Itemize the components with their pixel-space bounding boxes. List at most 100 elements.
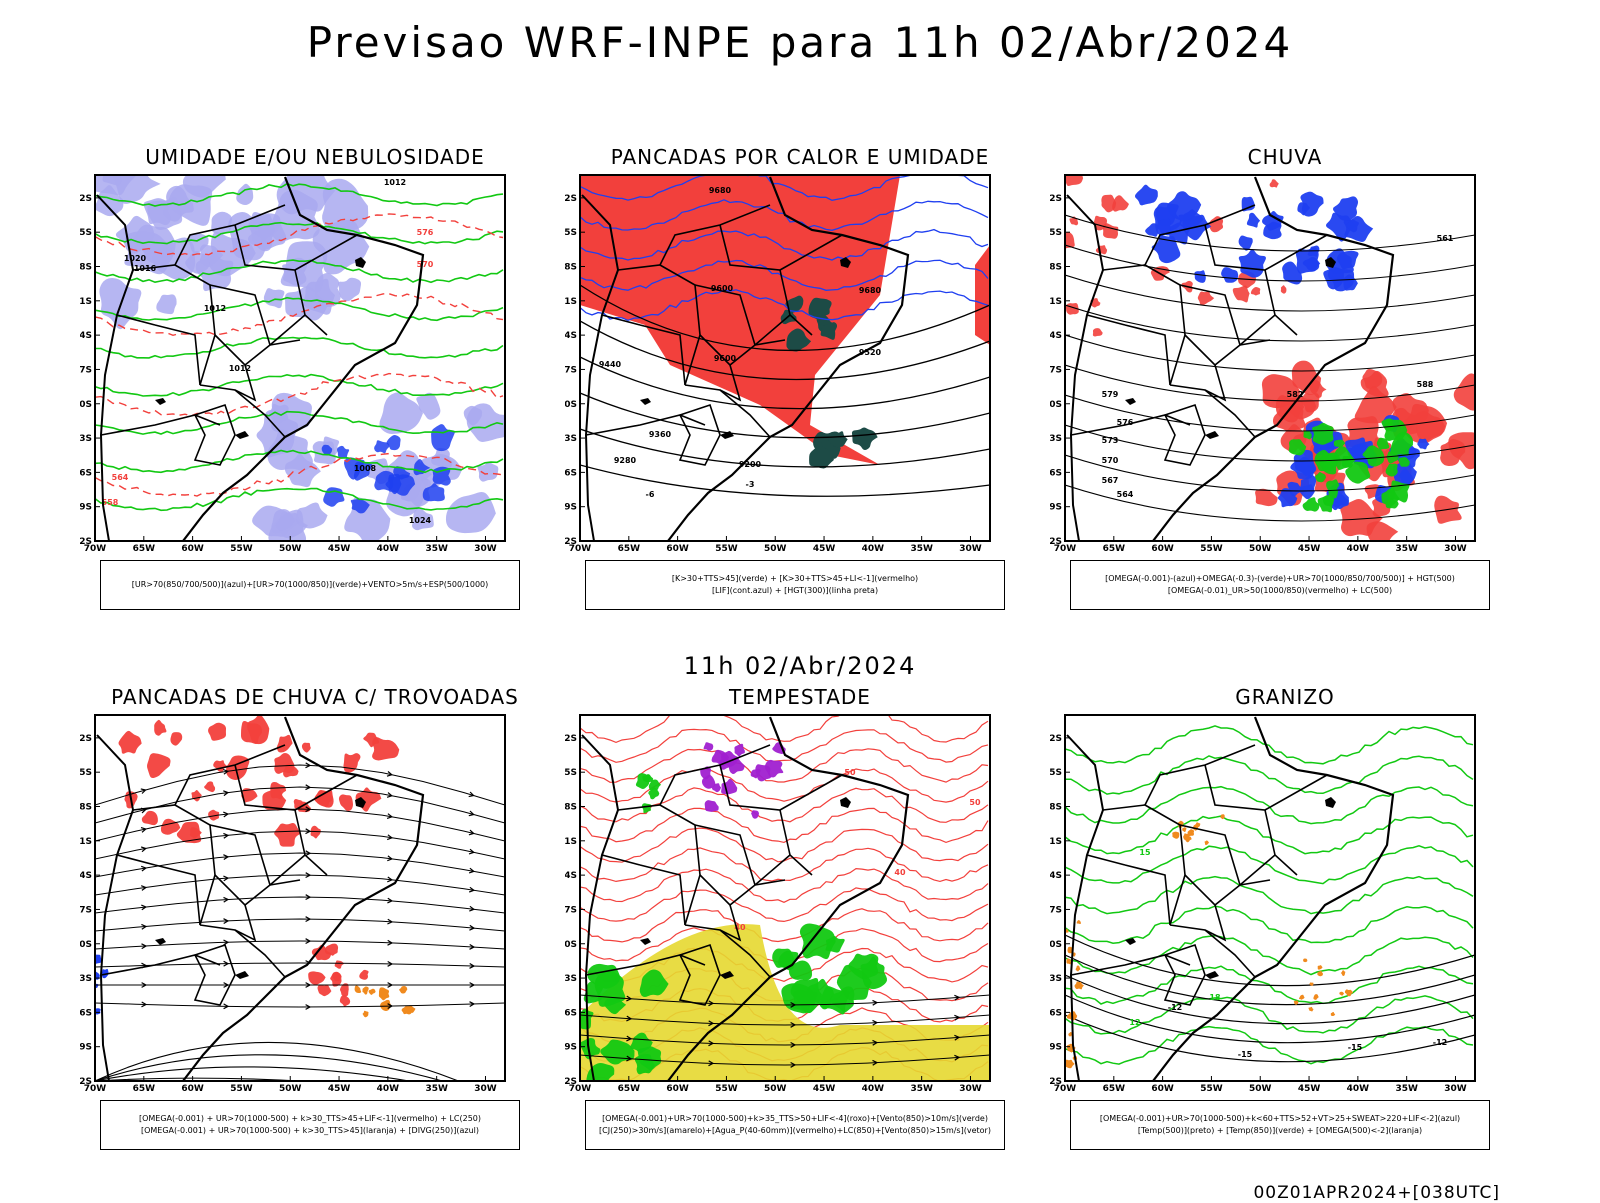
thunderstorm-orange — [368, 988, 376, 995]
streamline — [95, 1002, 505, 1008]
thunderstorm-area — [311, 944, 332, 961]
panel-umidade: UMIDADE E/OU NEBULOSIDADE 1012 1020 1016 10… — [80, 145, 550, 625]
humidity-core — [321, 444, 333, 456]
y-tick-label: 30S — [1050, 400, 1062, 410]
state-border — [1204, 764, 1328, 811]
state-border — [1239, 314, 1276, 346]
thickness-contour — [95, 372, 504, 417]
y-tick-label: 18S — [1050, 803, 1062, 813]
omega-area — [1339, 991, 1345, 996]
state-border — [1070, 954, 1191, 976]
legend-line: [OMEGA(-0.001) + UR>70(1000-500) + k>30_… — [138, 1114, 482, 1123]
instability-area — [975, 245, 990, 345]
humidity-area — [412, 508, 434, 531]
y-tick-label: 21S — [565, 837, 577, 847]
wind-arrow — [305, 872, 312, 879]
legend-line: [CJ(250)>30m/s](amarelo)+[Agua_P(40-60mm… — [599, 1126, 991, 1135]
humidity-core — [374, 440, 390, 454]
state-border — [678, 403, 721, 466]
thunderstorm-orange — [399, 986, 408, 994]
legend-box: [OMEGA(-0.001)+UR>70(1000-500)+k<60+TTS>… — [1070, 1100, 1490, 1150]
humidity-area — [463, 405, 483, 426]
height-contour — [1065, 274, 1475, 312]
country-border — [96, 734, 135, 1081]
x-tick-label: 45W — [813, 544, 836, 553]
map-granizo: 15 12 18 -12 -15 -12 -15 70W 65W 60W 55W 50W 45W 40W 3… — [1050, 714, 1476, 1093]
state-border — [585, 954, 706, 976]
wind-arrow — [305, 806, 312, 813]
axes: 70W 65W 60W 55W 50W 45W 40W 35W 30W 12S 15S 18S 21S 2… — [80, 174, 506, 553]
thunderstorm-area — [330, 971, 342, 987]
wind-arrow — [141, 923, 148, 930]
x-tick-label: 65W — [133, 544, 156, 553]
wind-arrow — [305, 894, 312, 901]
height-label: 573 — [1102, 436, 1119, 445]
wind-arrow — [305, 828, 312, 835]
instability-core — [809, 446, 834, 469]
state-border — [199, 924, 286, 978]
y-tick-label: 12S — [80, 734, 92, 744]
rain-area-green — [1315, 472, 1327, 483]
y-tick-label: 15S — [1050, 768, 1062, 778]
temp-850-contour — [1065, 755, 1474, 795]
state-border — [199, 384, 286, 438]
y-tick-label: 21S — [80, 837, 92, 847]
coastline — [667, 716, 910, 1081]
axes: 70W 65W 60W 55W 50W 45W 40W 35W 30W 12S 15S 18S 21S 2… — [565, 174, 991, 553]
wind-850-area — [860, 956, 888, 990]
panel-title: PANCADAS DE CHUVA C/ TROVOADAS — [111, 685, 519, 709]
thunderstorm-area — [118, 730, 142, 754]
thunderstorm-area — [262, 788, 287, 811]
rain-area-green — [1385, 498, 1399, 509]
y-tick-label: 18S — [1050, 263, 1062, 273]
y-tick-label: 36S — [1050, 468, 1062, 478]
rain-area-green — [1322, 496, 1334, 506]
wind-arrow — [223, 982, 230, 988]
wind-arrow — [626, 995, 633, 1002]
wind-arrow — [387, 918, 394, 925]
state-border — [214, 334, 271, 367]
wind-arrow — [954, 994, 961, 1001]
rain-area-blue — [1300, 191, 1324, 217]
rain-area-blue — [1417, 438, 1430, 450]
thunderstorm-area — [241, 720, 262, 744]
wind-arrow — [790, 1021, 797, 1028]
y-tick-label: 18S — [80, 263, 92, 273]
y-tick-label: 27S — [1050, 365, 1062, 375]
map-layers: 9680 9600 9520 9440 9360 9280 9200 -6 -3 9680 9600 — [580, 175, 990, 541]
y-tick-label: 12S — [565, 194, 577, 204]
x-tick-label: 55W — [715, 544, 738, 553]
thunderstorm-area — [160, 818, 181, 835]
rain-area-blue — [1134, 184, 1158, 206]
wind-arrow — [223, 790, 230, 797]
wind-850-area — [583, 981, 603, 1004]
rain-area-blue — [1287, 481, 1303, 497]
storm-area — [711, 783, 722, 793]
lake-shape — [840, 257, 851, 268]
height-contour — [1065, 214, 1475, 252]
wind-arrow — [468, 867, 476, 874]
lifted-index-contour — [580, 259, 989, 291]
y-tick-label: 30S — [565, 400, 577, 410]
wind-arrow — [468, 791, 475, 798]
rain-area-green — [1326, 479, 1340, 492]
height-contour — [580, 392, 990, 439]
streamline — [95, 940, 505, 950]
omega-area — [1066, 958, 1072, 965]
state-border — [699, 874, 756, 907]
wind-arrow — [468, 848, 476, 855]
x-tick-label: 65W — [1103, 1084, 1126, 1093]
x-tick-label: 30W — [1444, 1084, 1467, 1093]
wind-850-area — [604, 997, 627, 1015]
state-border — [100, 954, 221, 976]
y-tick-label: 15S — [565, 768, 577, 778]
x-tick-label: 60W — [181, 544, 204, 553]
height-label: 9360 — [649, 430, 672, 439]
wind-arrow — [468, 829, 475, 836]
y-tick-label: 24S — [1050, 871, 1062, 881]
x-tick-label: 55W — [1200, 1084, 1223, 1093]
omega-area — [1067, 946, 1073, 954]
humidity-area — [163, 185, 194, 222]
rain-area — [1269, 179, 1279, 188]
wind-arrow — [469, 905, 476, 912]
